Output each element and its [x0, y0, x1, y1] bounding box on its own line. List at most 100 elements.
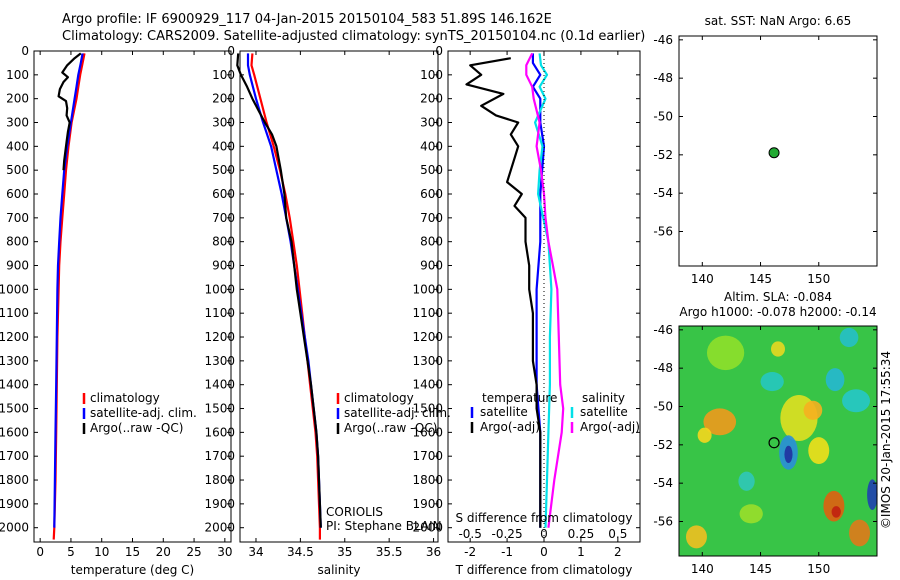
y-tick-label: -54 [653, 186, 673, 200]
x-tick-label: 36 [426, 545, 441, 559]
y-tick-label: 1500 [412, 402, 443, 416]
legend-label: climatology [344, 391, 414, 405]
sla-anomaly-patch [771, 341, 785, 357]
sla-anomaly-patch [839, 327, 859, 348]
sla-anomaly-patch [739, 504, 763, 524]
legend-label: Argo(..raw -QC) [90, 421, 183, 435]
x-tick-label: 2 [614, 545, 622, 559]
y-tick-label: 1700 [204, 449, 235, 463]
legend-label: Argo(-adj) [580, 420, 640, 434]
x-axis-label-secondary: S difference from climatology [456, 511, 633, 525]
y-tick-label: -56 [653, 225, 673, 239]
y-tick-label: 1300 [204, 354, 235, 368]
y-tick-label: 600 [6, 187, 29, 201]
sla-anomaly-patch [760, 372, 784, 392]
y-tick-label: 2000 [0, 521, 29, 535]
legend-label: satellite [480, 405, 528, 419]
series-line-temp-1 [53, 53, 84, 528]
y-tick-label: 800 [212, 235, 235, 249]
sla-anomaly-patch [803, 400, 823, 420]
y-tick-label: 900 [6, 259, 29, 273]
y-tick-label: 1900 [0, 497, 29, 511]
x-tick-label: 150 [807, 272, 830, 286]
y-tick-label: 1900 [412, 497, 443, 511]
sla-anomaly-patch [842, 389, 871, 413]
sst-map-title: sat. SST: NaN Argo: 6.65 [705, 14, 852, 28]
x-tick-label: 15 [125, 545, 140, 559]
sla-map-title-line-1: Altim. SLA: -0.084 [724, 290, 832, 304]
y-tick-label: 1600 [204, 425, 235, 439]
sla-anomaly-patch [808, 437, 830, 465]
legend-label: satellite-adj. clim. [90, 406, 197, 420]
plot-frame-sal [239, 50, 439, 543]
title-line-1: Argo profile: IF 6900929_117 04-Jan-2015… [62, 12, 552, 27]
x-tick-label: 0 [540, 545, 548, 559]
y-tick-label: 1000 [412, 282, 443, 296]
x-tick-label: -2 [464, 545, 476, 559]
y-tick-label: 500 [420, 163, 443, 177]
y-tick-label: -46 [653, 33, 673, 47]
x-tick-label: 1 [577, 545, 585, 559]
legend-label: satellite [580, 405, 628, 419]
y-tick-label: 1300 [412, 354, 443, 368]
sla-anomaly-patch [738, 471, 755, 491]
y-tick-label: 400 [420, 139, 443, 153]
x-tick-label: 35.5 [376, 545, 403, 559]
y-tick-label: 1500 [204, 402, 235, 416]
x-tick-label: 140 [691, 562, 714, 576]
x-axis-label: temperature (deg C) [71, 563, 194, 577]
x-axis-label: T difference from climatology [455, 563, 633, 577]
series-line-diff-2 [533, 53, 553, 528]
y-tick-label: 1800 [204, 473, 235, 487]
watermark: ©IMOS 20-Jan-2015 17:55:34 [879, 351, 893, 529]
map-frame-sla [678, 325, 878, 557]
x-tick-label-secondary: 0 [540, 527, 548, 541]
y-tick-label: 1200 [412, 330, 443, 344]
y-tick-label: 1000 [0, 282, 29, 296]
sla-anomaly-patch [831, 506, 841, 518]
y-tick-label: -50 [653, 400, 673, 414]
x-tick-label-secondary: 0.5 [608, 527, 627, 541]
x-tick-label: 34.5 [287, 545, 314, 559]
y-tick-label: 300 [420, 116, 443, 130]
y-tick-label: 1200 [204, 330, 235, 344]
y-tick-label: 800 [420, 235, 443, 249]
y-tick-label: 1800 [412, 473, 443, 487]
x-tick-label-secondary: -0.25 [492, 527, 523, 541]
argo-location-marker [768, 437, 780, 449]
legend-label: satellite-adj. clim. [344, 406, 451, 420]
y-tick-label: 1100 [412, 306, 443, 320]
series-line-temp-2 [57, 52, 82, 171]
y-tick-label: 100 [420, 68, 443, 82]
y-tick-label: 1400 [412, 378, 443, 392]
y-tick-label: 1300 [0, 354, 29, 368]
x-axis-label: salinity [317, 563, 360, 577]
y-tick-label: 1100 [0, 306, 29, 320]
sla-anomaly-patch [849, 519, 871, 547]
x-tick-label: 20 [156, 545, 171, 559]
x-tick-label: 140 [691, 272, 714, 286]
x-tick-label: 30 [217, 545, 232, 559]
y-tick-label: 500 [212, 163, 235, 177]
y-tick-label: 900 [420, 259, 443, 273]
y-tick-label: 600 [212, 187, 235, 201]
y-tick-label: 2000 [412, 521, 443, 535]
map-frame-sst [678, 35, 878, 267]
plot-frame-diff [447, 50, 641, 543]
sla-anomaly-patch [706, 335, 745, 371]
y-tick-label: 1700 [412, 449, 443, 463]
legend-label: climatology [90, 391, 160, 405]
legend-label: Argo(-adj) [480, 420, 540, 434]
y-tick-label: 0 [21, 44, 29, 58]
legend-title-salinity: salinity [582, 391, 625, 405]
series-line-sal-2 [236, 53, 322, 528]
series-line-diff-3 [525, 52, 565, 528]
y-tick-label: 700 [212, 211, 235, 225]
y-tick-label: -52 [653, 148, 673, 162]
y-tick-label: 800 [6, 235, 29, 249]
y-tick-label: 1400 [0, 378, 29, 392]
y-tick-label: 600 [420, 187, 443, 201]
y-tick-label: 1800 [0, 473, 29, 487]
x-tick-label: 34 [248, 545, 263, 559]
x-tick-label: 0 [36, 545, 44, 559]
